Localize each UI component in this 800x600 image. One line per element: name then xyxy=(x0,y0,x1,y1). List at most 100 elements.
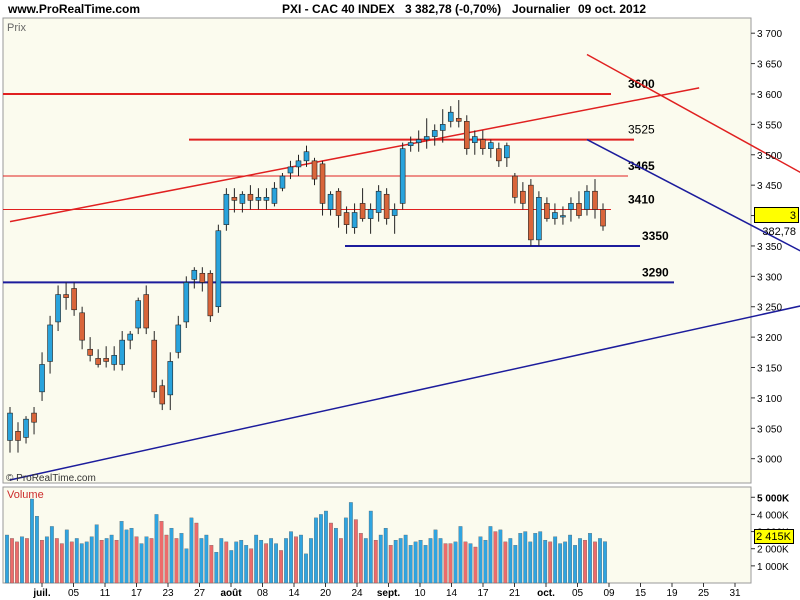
date-tick-label: 19 xyxy=(666,588,678,599)
date-tick-label: 21 xyxy=(509,588,521,599)
candle-body xyxy=(247,193,254,201)
volume-bar xyxy=(338,538,343,584)
candle-body xyxy=(191,269,198,280)
volume-bar xyxy=(503,541,508,584)
candle-body xyxy=(279,175,286,189)
volume-bar xyxy=(79,543,84,584)
date-tick-label: 08 xyxy=(257,588,269,599)
trend-line xyxy=(9,87,700,223)
candle-body xyxy=(447,111,454,122)
volume-bar xyxy=(169,527,174,584)
volume-bar xyxy=(583,539,587,584)
volume-bar xyxy=(254,534,259,584)
volume-bar xyxy=(568,534,573,584)
volume-bar xyxy=(388,545,393,584)
candle-body xyxy=(303,151,310,162)
copyright-label: © ProRealTime.com xyxy=(6,473,96,484)
date-tick-label: oct. xyxy=(537,588,555,599)
candle-body xyxy=(584,190,590,210)
candle-body xyxy=(199,272,206,283)
volume-bar xyxy=(553,536,558,584)
date-tick-label: 24 xyxy=(351,588,363,599)
price-tick-label: 3 650 xyxy=(757,60,782,71)
candle-body xyxy=(415,139,422,143)
level-label: 3465 xyxy=(628,159,655,173)
price-tick-label: 3 250 xyxy=(757,303,782,314)
volume-bar xyxy=(299,534,303,584)
price-tick-label: 3 300 xyxy=(757,272,782,283)
volume-bar xyxy=(403,534,408,584)
volume-bar xyxy=(174,538,179,584)
volume-bar xyxy=(284,538,288,584)
candle-body xyxy=(207,272,214,317)
site-name: www.ProRealTime.com xyxy=(8,2,141,16)
volume-bar xyxy=(304,553,308,584)
volume-bar xyxy=(219,538,224,584)
volume-bar xyxy=(119,521,124,584)
volume-bar xyxy=(10,538,14,584)
volume-bar xyxy=(368,510,373,584)
volume-bar xyxy=(563,541,568,584)
candle-body xyxy=(391,209,398,216)
candle-body xyxy=(423,136,430,140)
candle-body xyxy=(335,190,342,216)
candle-body xyxy=(55,294,61,323)
date-tick-label: 25 xyxy=(698,588,710,599)
candle-body xyxy=(552,212,558,219)
volume-bar xyxy=(538,531,543,584)
volume-bar xyxy=(199,538,204,584)
volume-bar xyxy=(249,548,254,584)
instrument-name: PXI - CAC 40 INDEX xyxy=(282,2,395,16)
current-price-label: 3 382,78 xyxy=(754,207,799,238)
volume-bar xyxy=(493,531,498,584)
volume-bar xyxy=(274,543,278,584)
candle-body xyxy=(311,160,318,180)
volume-bar xyxy=(598,538,602,584)
volume-bar xyxy=(373,539,378,584)
volume-bar xyxy=(114,539,119,584)
volume-bar xyxy=(184,548,189,584)
candle-body xyxy=(71,288,77,311)
current-volume-label: 2 415K xyxy=(754,529,794,544)
volume-bar xyxy=(334,527,338,584)
price-tick-label: 3 000 xyxy=(757,455,782,466)
date-tick-label: 05 xyxy=(572,588,584,599)
volume-bar xyxy=(214,551,219,584)
volume-bar xyxy=(438,538,443,584)
volume-bar xyxy=(239,539,244,584)
volume-bar xyxy=(35,515,39,584)
volume-bar xyxy=(433,529,438,584)
date-tick-label: 09 xyxy=(603,588,615,599)
date-tick-label: 05 xyxy=(68,588,80,599)
candle-body xyxy=(399,148,406,204)
price-tick-label: 3 350 xyxy=(757,242,782,253)
candle-body xyxy=(439,124,446,131)
date-tick-label: 27 xyxy=(194,588,206,599)
volume-bar xyxy=(343,517,348,584)
volume-tick-label: 5 000K xyxy=(757,493,790,504)
candle-body xyxy=(63,294,69,298)
volume-bar xyxy=(423,545,428,584)
date-tick-label: 15 xyxy=(635,588,647,599)
volume-bar xyxy=(30,498,34,584)
candle-body xyxy=(576,203,582,216)
date-tick-label: 10 xyxy=(414,588,426,599)
volume-bar xyxy=(139,543,144,584)
price-tick-label: 3 050 xyxy=(757,424,782,435)
candle-body xyxy=(287,166,294,174)
candle-body xyxy=(383,193,390,219)
trend-line xyxy=(586,138,800,252)
volume-bar xyxy=(314,517,318,584)
candle-body xyxy=(127,333,133,341)
volume-bar xyxy=(44,536,49,584)
chart-date: 09 oct. 2012 xyxy=(578,2,647,16)
volume-tick-label: 4 000K xyxy=(757,510,789,521)
candle-body xyxy=(231,197,238,201)
candle-body xyxy=(536,197,542,241)
price-tick-label: 3 700 xyxy=(757,29,782,40)
candle-body xyxy=(271,187,278,204)
level-label: 3525 xyxy=(628,123,655,137)
volume-bar xyxy=(209,545,214,584)
volume-bar xyxy=(224,541,229,584)
